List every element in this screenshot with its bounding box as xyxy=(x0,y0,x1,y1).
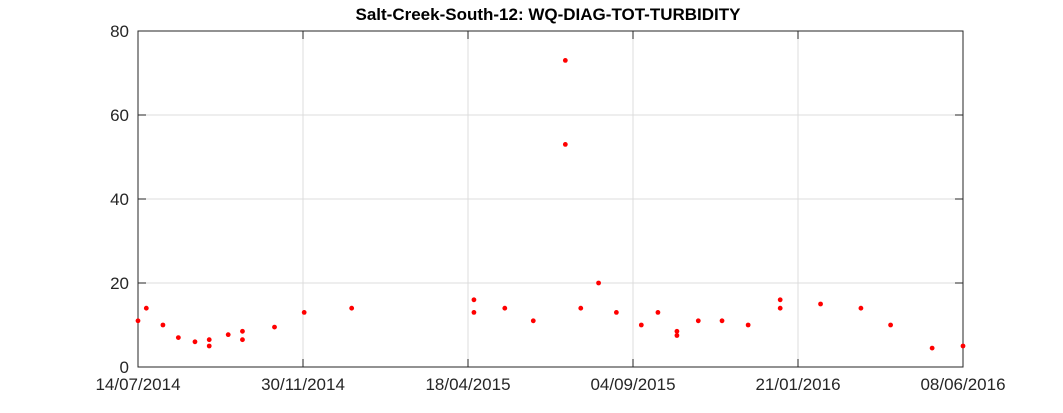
data-point xyxy=(143,305,149,311)
data-point xyxy=(272,324,277,330)
data-point xyxy=(638,322,644,328)
y-tick-label: 40 xyxy=(110,190,129,209)
data-point xyxy=(888,322,893,328)
chart-title: Salt-Creek-South-12: WQ-DIAG-TOT-TURBIDI… xyxy=(355,5,741,24)
data-point xyxy=(160,322,166,328)
data-point xyxy=(777,305,783,311)
data-point xyxy=(858,305,864,311)
data-point xyxy=(192,339,198,345)
x-tick-label: 14/07/2014 xyxy=(95,375,180,394)
data-point xyxy=(135,318,141,324)
data-point xyxy=(578,305,584,311)
axis-ticks: 14/07/2014 30/11/2014 18/04/2015 04/09/2015… xyxy=(95,22,1005,394)
data-point xyxy=(240,337,245,343)
data-point xyxy=(301,310,307,315)
data-point xyxy=(745,322,751,328)
data-point xyxy=(562,58,568,63)
data-point xyxy=(206,337,212,343)
data-point xyxy=(502,305,508,311)
y-tick-label: 80 xyxy=(110,22,129,41)
x-tick-label: 18/04/2015 xyxy=(425,375,510,394)
x-tick-label: 04/09/2015 xyxy=(590,375,675,394)
data-point xyxy=(349,305,355,311)
x-tick-label: 30/11/2014 xyxy=(261,375,345,394)
data-point xyxy=(960,343,966,349)
data-point xyxy=(175,335,181,340)
y-tick-label: 20 xyxy=(110,274,129,293)
y-tick-label: 60 xyxy=(110,106,129,125)
data-point xyxy=(471,310,477,315)
data-point xyxy=(530,318,536,324)
data-point xyxy=(655,310,661,315)
data-point xyxy=(719,318,725,324)
data-point xyxy=(695,318,701,324)
data-point xyxy=(471,297,477,303)
data-point xyxy=(674,333,680,338)
data-point xyxy=(240,328,245,334)
data-point xyxy=(674,328,680,334)
data-point xyxy=(206,343,212,349)
data-points xyxy=(135,58,966,351)
y-tick-label: 0 xyxy=(120,358,129,377)
data-point xyxy=(818,301,823,307)
data-point xyxy=(929,345,935,351)
x-tick-label: 08/06/2016 xyxy=(920,375,1005,394)
data-point xyxy=(596,280,601,286)
x-tick-label: 21/01/2016 xyxy=(755,375,840,394)
data-point xyxy=(562,142,568,147)
grid xyxy=(137,30,964,368)
data-point xyxy=(225,332,231,338)
data-point xyxy=(613,310,619,315)
data-point xyxy=(777,297,783,303)
